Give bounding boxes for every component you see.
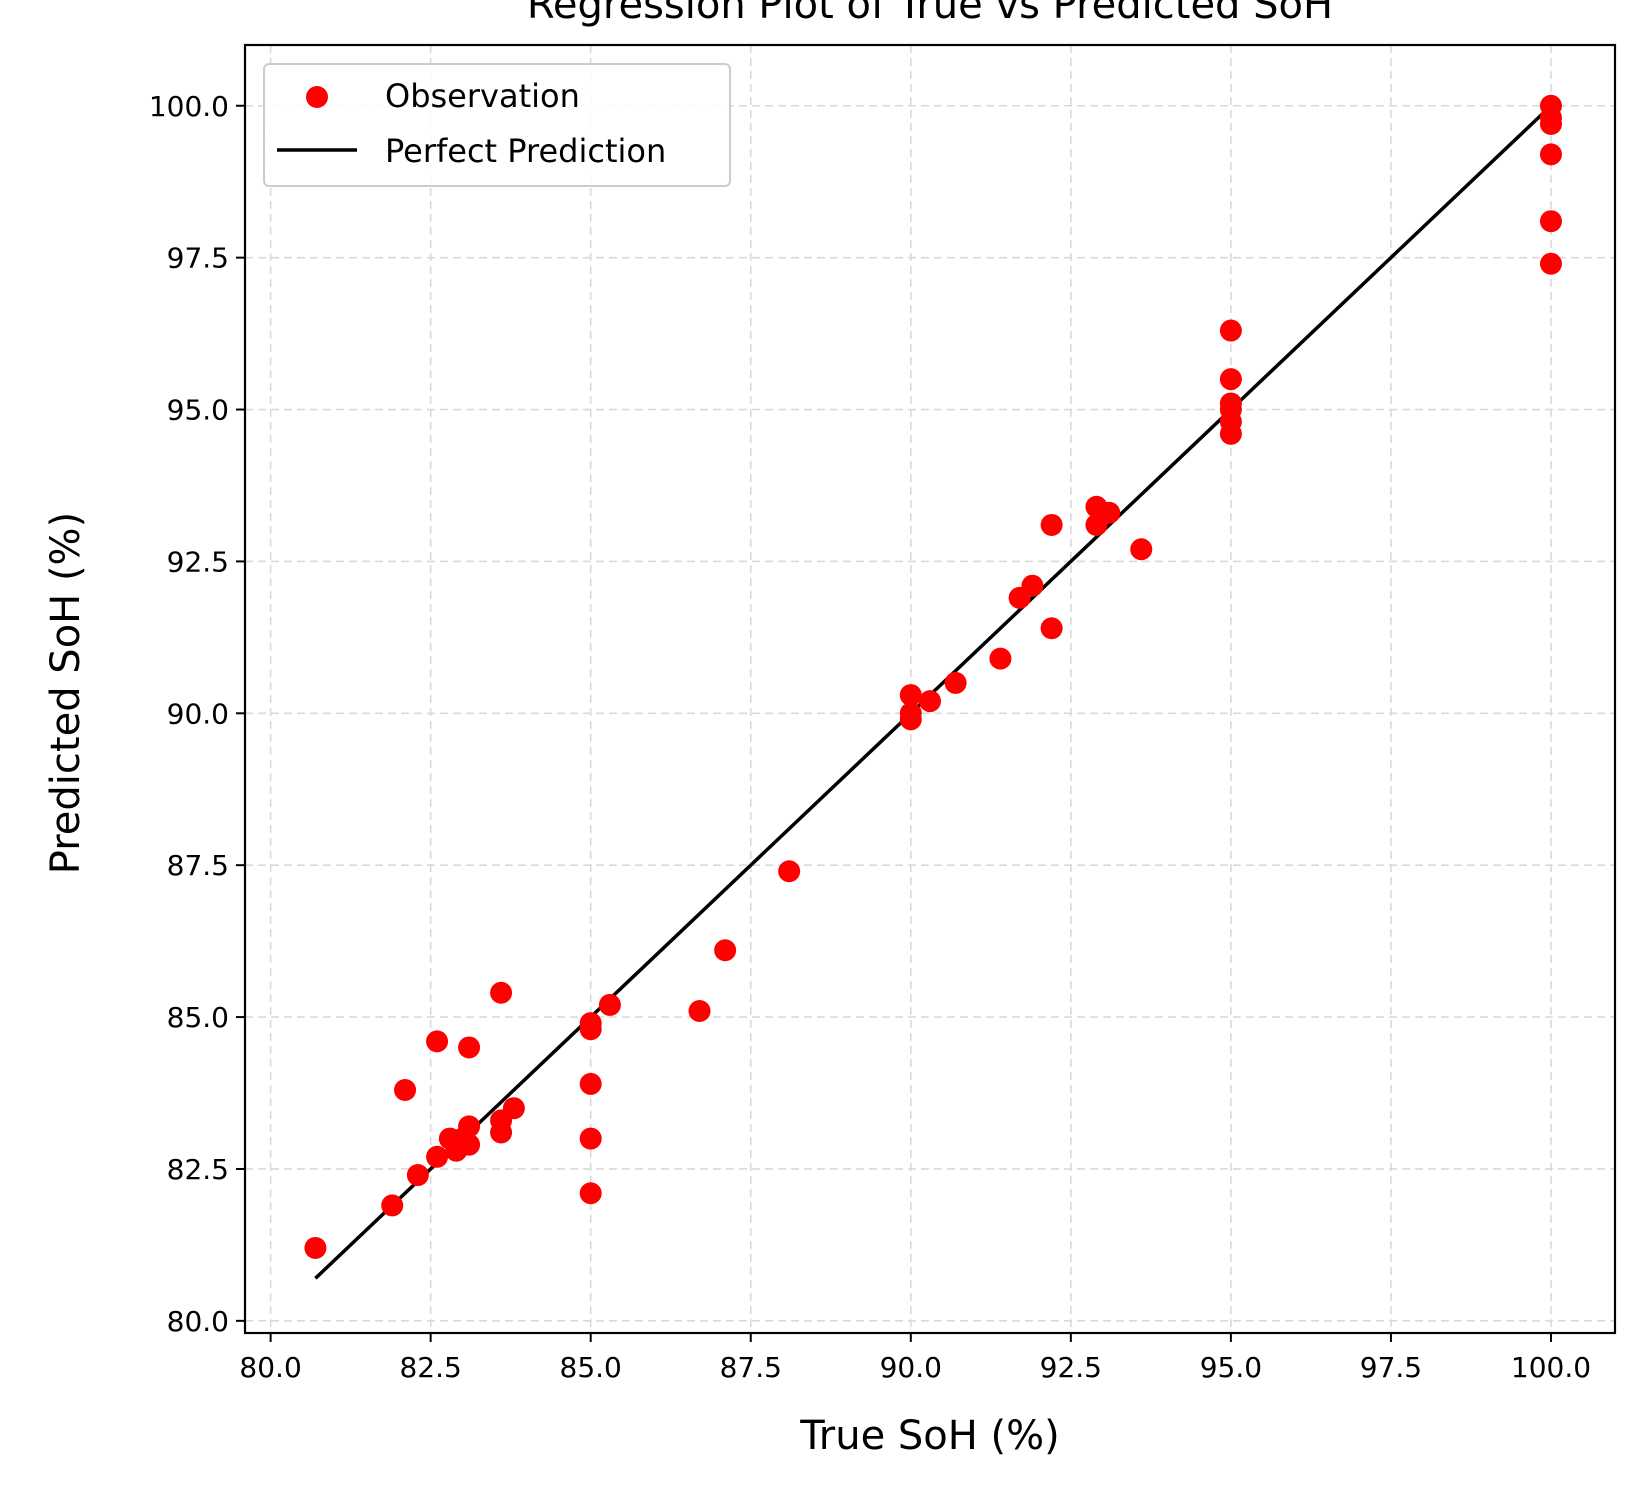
observation-point <box>490 981 513 1004</box>
x-axis-title: True SoH (%) <box>799 1413 1060 1459</box>
legend-box <box>263 63 731 187</box>
observation-point <box>1219 422 1242 445</box>
y-axis-ticks: 80.0 82.5 85.0 87.5 90.0 92.5 95.0 97.5 100.0 <box>149 90 245 1338</box>
observation-point <box>381 1194 404 1217</box>
y-tick-label: 87.5 <box>167 849 229 882</box>
y-tick-label: 85.0 <box>167 1001 229 1034</box>
observation-point <box>426 1145 449 1168</box>
observation-point <box>714 939 737 962</box>
x-tick-label: 80.0 <box>239 1351 301 1384</box>
observation-point <box>579 1018 602 1041</box>
x-tick-label: 85.0 <box>560 1351 622 1384</box>
x-tick-label: 97.5 <box>1360 1351 1422 1384</box>
observation-point <box>919 690 941 713</box>
legend: Observation Perfect Prediction <box>263 63 731 187</box>
legend-observation-marker <box>306 86 328 108</box>
legend-perfect-label: Perfect Prediction <box>385 132 666 170</box>
observation-point <box>1539 252 1562 275</box>
observation-point <box>989 647 1012 670</box>
observation-point <box>944 671 967 694</box>
observation-point <box>579 1182 602 1205</box>
observation-point <box>1539 112 1562 135</box>
x-tick-label: 87.5 <box>720 1351 782 1384</box>
observation-point <box>426 1030 449 1053</box>
x-tick-label: 82.5 <box>399 1351 461 1384</box>
y-tick-label: 100.0 <box>149 90 229 123</box>
x-tick-label: 90.0 <box>880 1351 942 1384</box>
observation-layer <box>304 94 1562 1259</box>
observation-point <box>778 860 801 883</box>
y-axis-title: Predicted SoH (%) <box>43 512 89 874</box>
observation-point <box>899 684 922 707</box>
y-tick-label: 92.5 <box>167 545 229 578</box>
observation-point <box>1021 574 1044 597</box>
observation-point <box>1219 319 1242 342</box>
observation-point <box>458 1115 481 1138</box>
y-tick-label: 95.0 <box>167 394 229 427</box>
observation-point <box>458 1133 481 1156</box>
observation-point <box>502 1097 525 1120</box>
legend-observation-label: Observation <box>385 77 580 115</box>
observation-point <box>1098 501 1121 524</box>
x-tick-label: 95.0 <box>1200 1351 1262 1384</box>
observation-point <box>304 1236 327 1259</box>
observation-point <box>394 1078 417 1101</box>
observation-point <box>688 1000 711 1022</box>
y-tick-label: 97.5 <box>167 242 229 275</box>
observation-point <box>1130 538 1153 561</box>
y-tick-label: 80.0 <box>167 1305 229 1338</box>
x-tick-label: 92.5 <box>1040 1351 1102 1384</box>
x-tick-label: 100.0 <box>1511 1351 1591 1384</box>
y-tick-label: 82.5 <box>167 1153 229 1186</box>
observation-point <box>490 1121 513 1144</box>
y-tick-label: 90.0 <box>167 697 229 730</box>
chart-title: Regression Plot of True vs Predicted SoH <box>527 0 1333 28</box>
observation-point <box>1040 617 1063 640</box>
observation-point <box>458 1036 481 1059</box>
x-axis-ticks: 80.0 82.5 85.0 87.5 90.0 92.5 95.0 97.5 100.0 <box>239 1333 1591 1384</box>
observation-point <box>406 1164 429 1187</box>
observation-point <box>579 1072 602 1095</box>
observation-point <box>579 1127 602 1150</box>
plot-area-frame <box>243 43 1617 1335</box>
observation-point <box>1219 368 1242 391</box>
observation-point <box>1539 143 1562 166</box>
observation-point <box>1539 210 1562 233</box>
observation-point <box>1040 513 1063 536</box>
observation-point <box>598 993 621 1016</box>
observation-point <box>899 708 922 731</box>
